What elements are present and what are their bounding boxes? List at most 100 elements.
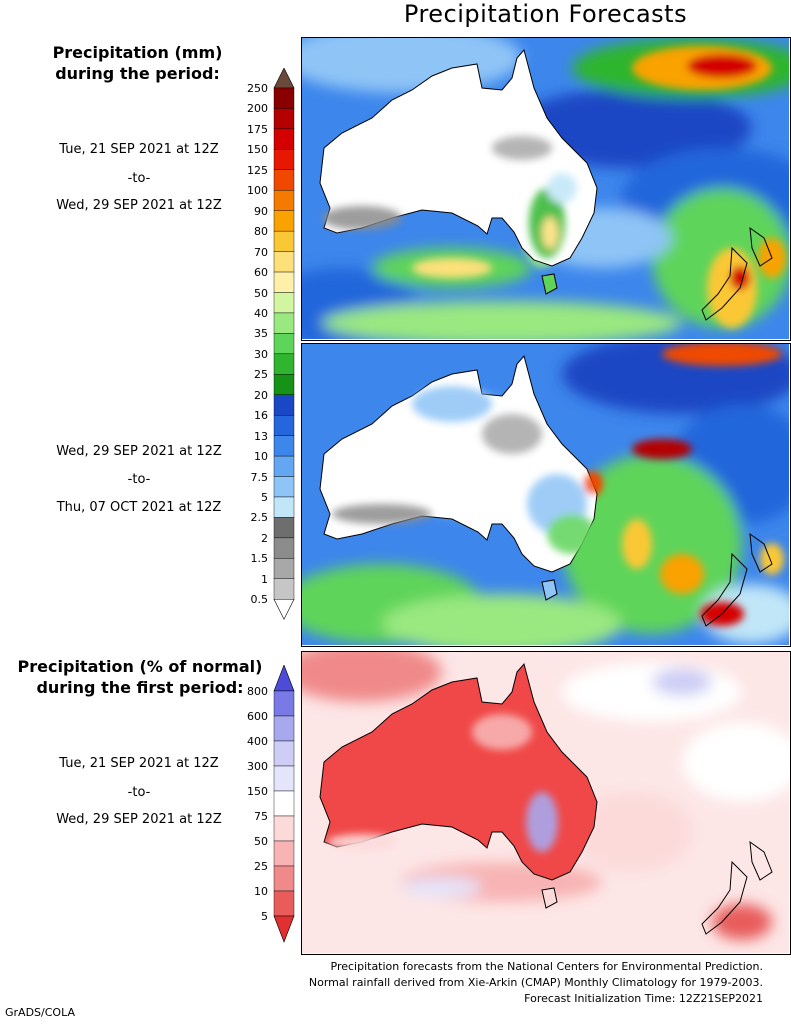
colorbar-tick-label: 5 [261, 910, 268, 923]
colorbar-bin [273, 435, 295, 457]
colorbar-top-arrow [273, 665, 295, 692]
colorbar-tick-label: 250 [247, 82, 268, 95]
colorbar-bin [273, 455, 295, 477]
colorbar-tick-label: 200 [247, 102, 268, 116]
colorbar-bin [273, 149, 295, 170]
period3-start: Tue, 21 SEP 2021 at 12Z [59, 756, 219, 771]
new-zealand [701, 552, 748, 627]
colorbar-bin [273, 312, 295, 334]
colorbar-bin [273, 415, 295, 436]
new-zealand-north [749, 840, 773, 881]
colorbar-bin [273, 815, 295, 842]
period2-end: Thu, 07 OCT 2021 at 12Z [56, 500, 222, 515]
colorbar-tick-label: 5 [261, 491, 268, 504]
colorbar-tick-label: 75 [254, 810, 268, 823]
colorbar-bin [273, 333, 295, 355]
colorbar-bin [273, 790, 295, 817]
colorbar-tick-label: 125 [247, 163, 268, 177]
colorbar-tick-label: 150 [247, 143, 268, 157]
colorbar-tick-label: 80 [254, 225, 268, 239]
colorbar-tick-label: 2.5 [250, 511, 269, 525]
colorbar-tick-label: 70 [254, 245, 268, 259]
colorbar-tick-label: 100 [247, 184, 268, 198]
colorbar-bin [273, 690, 295, 717]
colorbar-tick-label: 60 [254, 266, 268, 280]
colorbar-tick-label: 20 [254, 388, 268, 402]
precip-map-period1 [302, 38, 790, 340]
colorbar-tick-label: 10 [254, 450, 268, 464]
colorbar-top-arrow [273, 68, 295, 89]
map-panel-percent-normal [301, 651, 791, 955]
colorbar-bin [273, 715, 295, 742]
colorbar-bin [273, 374, 295, 395]
new-zealand-north [749, 532, 773, 573]
colorbar-bin [273, 128, 295, 150]
colorbar-bin [273, 578, 295, 600]
colorbar-tick-label: 35 [254, 327, 268, 341]
footer-line3: Forecast Initialization Time: 12Z21SEP20… [524, 992, 763, 1005]
map-panel-period1 [301, 37, 791, 341]
colorbar-bin [273, 190, 295, 211]
colorbar-bin [273, 169, 295, 191]
colorbar-bin [273, 292, 295, 314]
colorbar-bin [273, 230, 295, 252]
colorbar-bin [273, 271, 295, 293]
footer-notes: Precipitation forecasts from the Nationa… [203, 959, 763, 1007]
colorbar-bottom-arrow [273, 915, 295, 943]
tasmania [541, 273, 558, 295]
colorbar-tick-label: 0.5 [250, 593, 269, 607]
colorbar-bin [273, 840, 295, 867]
colorbar-tick-label: 16 [254, 409, 268, 423]
pct-colorbar-labels: 800 600 400 300 150 75 50 25 10 5 [238, 0, 272, 1024]
mm-colorbar [273, 68, 295, 620]
colorbar-tick-label: 10 [254, 885, 268, 898]
colorbar-bin [273, 353, 295, 375]
colorbar-tick-label: 50 [254, 286, 268, 300]
colorbar-tick-label: 175 [247, 122, 268, 136]
colorbar-tick-label: 40 [254, 306, 268, 320]
period2-start: Wed, 29 SEP 2021 at 12Z [56, 444, 222, 459]
colorbar-tick-label: 25 [254, 860, 268, 873]
mm-legend-heading-line2: during the period: [55, 64, 220, 83]
colorbar-bin [273, 740, 295, 767]
colorbar-bin [273, 108, 295, 130]
new-zealand-north [749, 226, 773, 267]
pct-legend-heading-line2: during the first period: [36, 678, 244, 697]
period3-separator: -to- [127, 785, 151, 800]
pct-legend-heading-line1: Precipitation (% of normal) [17, 657, 263, 676]
colorbar-bin [273, 517, 295, 539]
precip-map-period2 [302, 344, 790, 646]
period1-end: Wed, 29 SEP 2021 at 12Z [56, 198, 222, 213]
colorbar-bin [273, 865, 295, 892]
colorbar-tick-label: 600 [247, 710, 268, 723]
period3-end: Wed, 29 SEP 2021 at 12Z [56, 812, 222, 827]
colorbar-tick-label: 300 [247, 760, 268, 773]
period2-separator: -to- [127, 472, 151, 487]
grads-credit: GrADS/COLA [5, 1006, 75, 1019]
colorbar-bin [273, 87, 295, 109]
colorbar-bottom-arrow [273, 598, 295, 620]
colorbar-tick-label: 1 [261, 572, 268, 586]
tasmania [541, 887, 558, 909]
mm-legend-heading-line1: Precipitation (mm) [52, 43, 223, 62]
mm-legend-heading: Precipitation (mm) during the period: [25, 42, 250, 84]
page-title: Precipitation Forecasts [403, 0, 688, 28]
colorbar-tick-label: 25 [254, 368, 268, 382]
colorbar-tick-label: 1.5 [250, 552, 269, 566]
colorbar-bin [273, 394, 295, 416]
colorbar-bin [273, 210, 295, 232]
colorbar-bin [273, 765, 295, 792]
colorbar-bin [273, 537, 295, 559]
colorbar-bin [273, 251, 295, 273]
colorbar-tick-label: 13 [254, 429, 268, 443]
colorbar-tick-label: 800 [247, 685, 268, 698]
colorbar-tick-label: 150 [247, 785, 268, 798]
colorbar-bin [273, 496, 295, 518]
colorbar-bin [273, 558, 295, 580]
footer-line2: Normal rainfall derived from Xie-Arkin (… [308, 976, 763, 989]
period1-start: Tue, 21 SEP 2021 at 12Z [59, 142, 219, 157]
map-panel-period2 [301, 343, 791, 647]
colorbar-tick-label: 400 [247, 735, 268, 748]
colorbar-bin [273, 476, 295, 498]
new-zealand [701, 246, 748, 321]
